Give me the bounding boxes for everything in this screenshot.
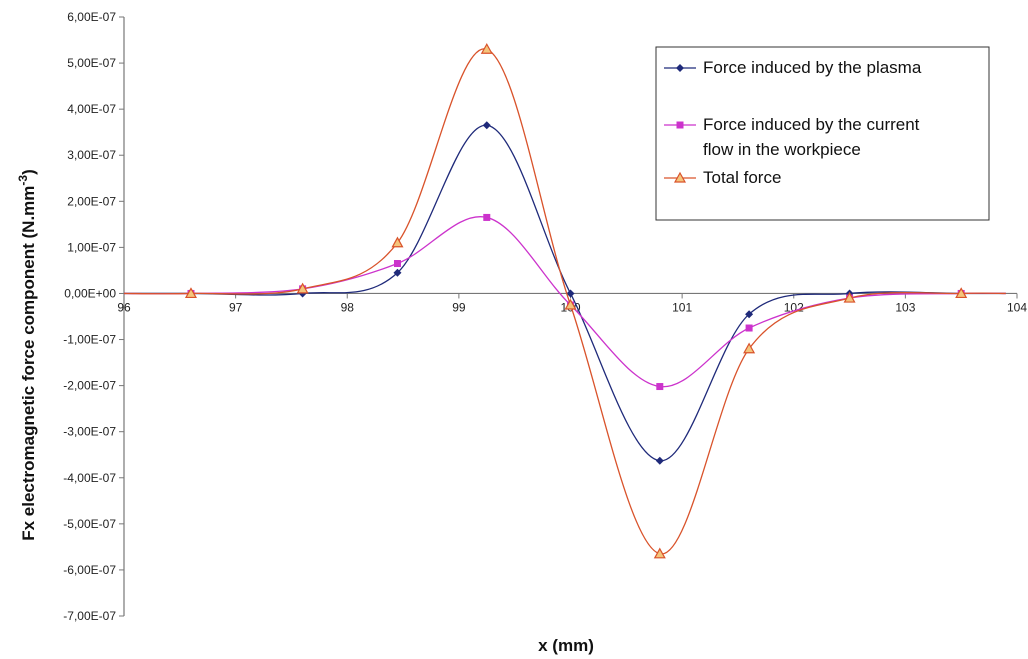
data-point [483, 213, 491, 221]
x-tick-label: 99 [452, 300, 466, 314]
y-tick-label: 1,00E-07 [67, 240, 116, 254]
y-axis-title-main: Fx electromagnetic force component (N.mm [19, 186, 38, 541]
y-tick-label: 3,00E-07 [67, 148, 116, 162]
legend-item: Force induced by the plasma [664, 58, 922, 77]
data-point [391, 236, 404, 248]
x-axis-ticks: 96979899100101102103104 [117, 293, 1027, 314]
data-point [296, 282, 309, 294]
x-tick-label: 104 [1007, 300, 1027, 314]
x-tick-label: 97 [229, 300, 243, 314]
x-tick-label: 96 [117, 300, 131, 314]
data-point [653, 547, 666, 559]
legend-label: Total force [703, 168, 781, 187]
data-point [393, 260, 401, 268]
legend-item: Total force [664, 168, 781, 187]
x-axis-title: x (mm) [538, 636, 594, 655]
y-tick-label: -2,00E-07 [63, 379, 116, 393]
data-point [184, 287, 197, 299]
y-axis-ticks: 6,00E-07 5,00E-07 4,00E-07 3,00E-07 2,00E-07… [63, 10, 124, 623]
legend-swatch-marker [676, 121, 684, 129]
legend-swatch-marker [673, 171, 687, 183]
data-point [843, 291, 856, 303]
y-tick-label: -5,00E-07 [63, 517, 116, 531]
y-tick-label: -1,00E-07 [63, 333, 116, 347]
y-tick-label: 6,00E-07 [67, 10, 116, 24]
x-tick-label: 98 [341, 300, 355, 314]
y-tick-label: 0,00E+00 [64, 286, 116, 300]
legend-swatch-marker [676, 64, 684, 72]
data-point [745, 310, 754, 319]
y-tick-label: -7,00E-07 [63, 609, 116, 623]
y-tick-label: 5,00E-07 [67, 56, 116, 70]
data-point [393, 268, 402, 277]
y-axis-title: Fx electromagnetic force component (N.mm… [16, 169, 38, 541]
legend-label: flow in the workpiece [703, 140, 861, 159]
series-group [123, 43, 1006, 559]
data-point [655, 456, 664, 465]
y-tick-label: -3,00E-07 [63, 425, 116, 439]
y-tick-label: -6,00E-07 [63, 563, 116, 577]
legend: Force induced by the plasma Force induced… [655, 46, 990, 221]
legend-box [655, 46, 990, 221]
data-point [564, 298, 577, 310]
legend-label: Force induced by the plasma [703, 58, 922, 77]
data-point [745, 324, 753, 332]
data-point [955, 287, 968, 299]
x-tick-label: 101 [672, 300, 692, 314]
y-axis-title-close: ) [19, 169, 38, 175]
y-tick-label: 4,00E-07 [67, 102, 116, 116]
data-point [482, 121, 491, 130]
data-point [743, 342, 756, 354]
y-tick-label: 2,00E-07 [67, 194, 116, 208]
data-point [656, 383, 664, 391]
series-triangle [123, 43, 1006, 559]
y-axis-title-sup: -3 [16, 175, 30, 186]
data-point [566, 289, 575, 298]
x-tick-label: 103 [895, 300, 915, 314]
y-tick-label: -4,00E-07 [63, 471, 116, 485]
legend-label: Force induced by the current [703, 115, 920, 134]
data-point [480, 43, 493, 54]
legend-item: Force induced by the current flow in the … [664, 115, 920, 159]
